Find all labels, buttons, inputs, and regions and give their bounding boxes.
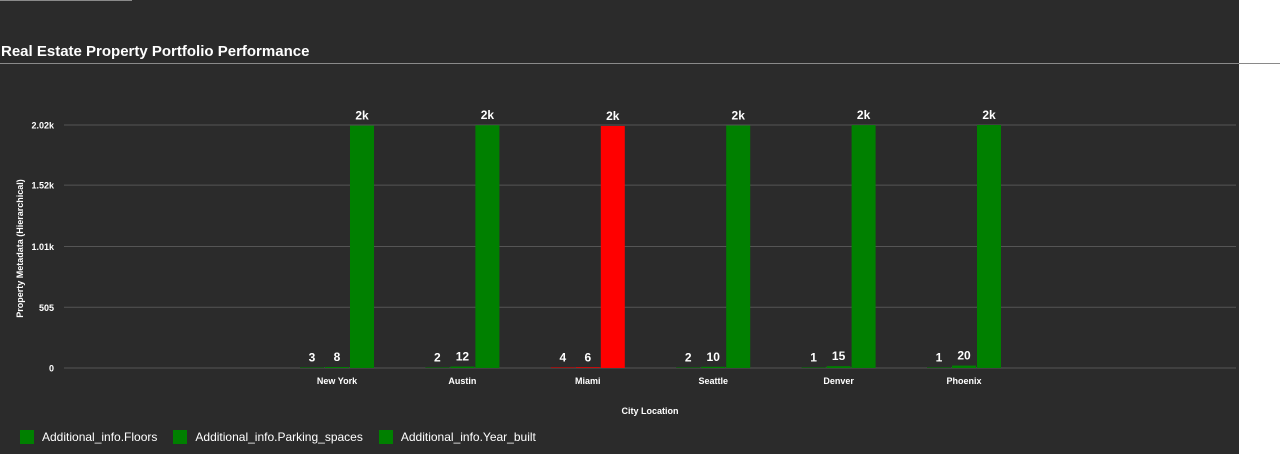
chart-legend: Additional_info.Floors Additional_info.Pa… <box>20 430 552 444</box>
x-tick-label: Denver <box>823 376 854 386</box>
chart-title: Real Estate Property Portfolio Performan… <box>1 43 310 60</box>
data-label: 2 <box>434 351 441 365</box>
legend-swatch <box>378 430 393 444</box>
data-label: 12 <box>456 350 470 364</box>
legend-swatch <box>173 430 188 444</box>
y-tick-label: 2.02k <box>31 121 55 131</box>
data-label: 2 <box>685 351 692 365</box>
legend-label: Additional_info.Year_built <box>400 430 536 444</box>
data-label: 4 <box>559 351 566 365</box>
data-label: 2k <box>481 108 495 122</box>
data-label: 1 <box>810 351 817 365</box>
data-label: 2k <box>606 109 620 123</box>
data-label: 6 <box>584 350 591 364</box>
data-label: 10 <box>707 350 721 364</box>
bar-seattle-1 <box>701 366 726 368</box>
legend-item[interactable]: Additional_info.Parking_spaces <box>173 430 363 444</box>
data-label: 2k <box>982 108 996 122</box>
y-tick-label: 0 <box>49 364 54 374</box>
bar-seattle-0 <box>676 367 701 368</box>
top-divider <box>0 0 132 1</box>
bar-seattle-2 <box>726 125 751 368</box>
bar-denver-0 <box>801 367 826 368</box>
data-label: 8 <box>334 350 341 364</box>
data-label: 1 <box>936 351 943 365</box>
x-axis-label: City Location <box>621 406 678 416</box>
legend-label: Additional_info.Floors <box>42 430 158 444</box>
title-divider <box>0 63 1280 64</box>
data-label: 2k <box>732 108 746 122</box>
x-tick-label: Seattle <box>698 376 728 386</box>
legend-swatch <box>20 430 34 444</box>
bar-denver-2 <box>851 125 876 368</box>
x-tick-label: Miami <box>575 376 601 386</box>
legend-label: Additional_info.Parking_spaces <box>195 430 363 444</box>
bar-phoenix-0 <box>927 367 951 368</box>
y-tick-label: 1.01k <box>31 242 55 252</box>
data-label: 2k <box>857 108 871 122</box>
bar-denver-1 <box>826 366 851 368</box>
x-tick-label: New York <box>317 376 358 386</box>
y-axis-label: Property Metadata (Hierarchical) <box>15 179 25 318</box>
bar-miami-1 <box>575 367 600 368</box>
bar-new-york-2 <box>350 125 374 368</box>
y-tick-label: 1.52k <box>31 181 55 191</box>
bar-austin-2 <box>475 125 500 368</box>
chart-plot: 0 505 1.01k 1.52k 2.02k Property Metadata (Hi… <box>15 108 1236 416</box>
bar-new-york-0 <box>300 367 324 368</box>
data-label: 15 <box>832 349 846 363</box>
bar-miami-0 <box>550 367 575 368</box>
data-label: 20 <box>957 349 971 363</box>
data-label: 2k <box>355 109 369 123</box>
bar-phoenix-1 <box>952 365 976 368</box>
legend-item[interactable]: Additional_info.Year_built <box>378 430 536 444</box>
bar-phoenix-2 <box>977 125 1001 368</box>
chart-panel: Real Estate Property Portfolio Performan… <box>0 0 1239 454</box>
x-tick-label: Austin <box>448 376 476 386</box>
bar-miami-2 <box>600 125 625 369</box>
data-label: 3 <box>309 351 316 365</box>
bar-new-york-1 <box>325 367 349 368</box>
bar-austin-0 <box>425 367 450 368</box>
y-tick-label: 505 <box>39 303 54 313</box>
legend-item[interactable]: Additional_info.Floors <box>20 430 157 444</box>
x-tick-label: Phoenix <box>946 376 981 386</box>
bar-austin-1 <box>450 366 475 368</box>
